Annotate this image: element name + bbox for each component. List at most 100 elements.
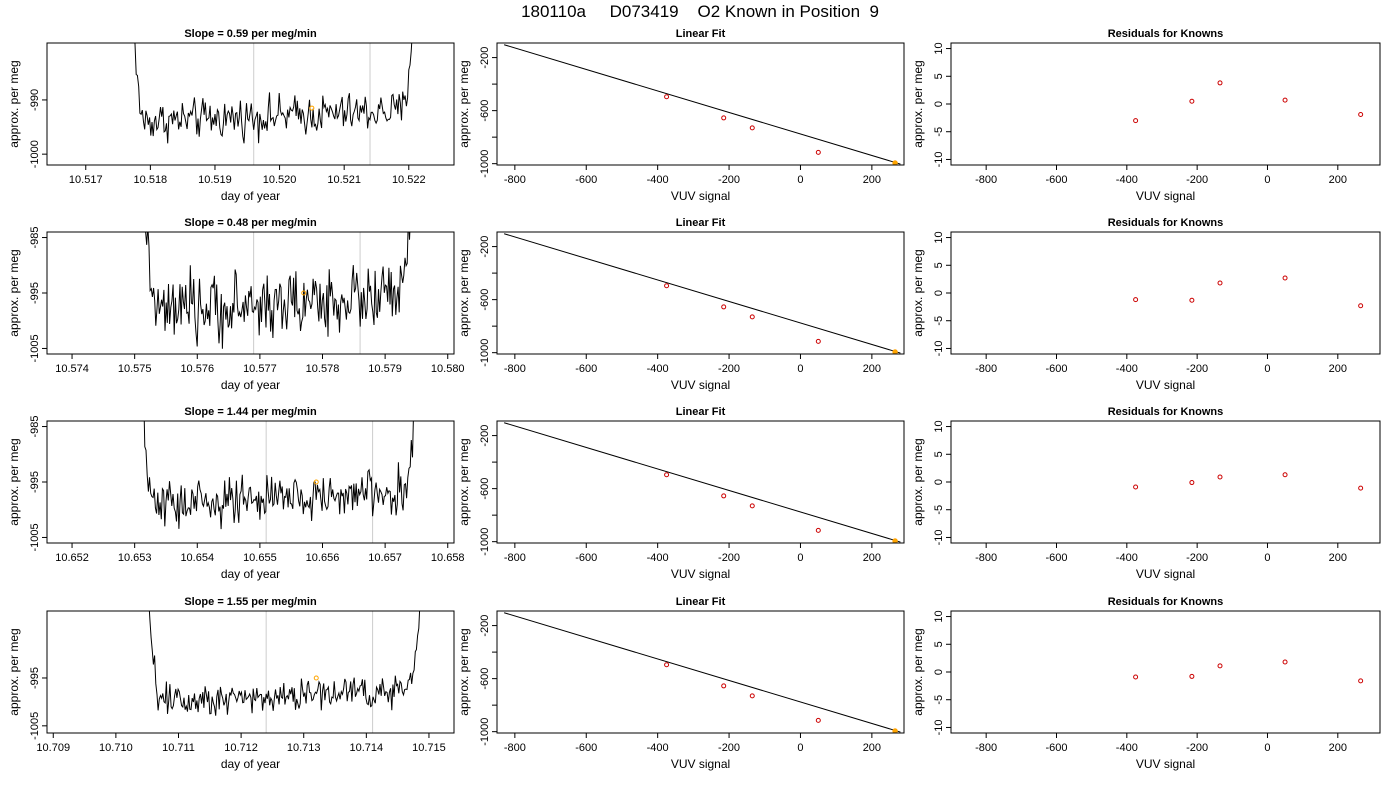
y-tick-label: 10 <box>933 231 945 243</box>
x-tick-label: 200 <box>863 742 881 754</box>
plot-frame <box>46 231 455 355</box>
y-axis-label: approx. per meg <box>7 60 21 147</box>
highlight-point <box>892 349 898 354</box>
data-point <box>664 283 670 289</box>
x-tick-label: 0 <box>797 552 803 564</box>
plot-area <box>148 611 421 733</box>
data-point <box>1358 485 1364 491</box>
x-tick-label: 10.711 <box>162 742 195 754</box>
x-tick-label: 10.712 <box>224 742 258 754</box>
x-tick-label: 0 <box>1264 174 1270 186</box>
highlight-point <box>892 728 898 733</box>
y-axis-label: approx. per meg <box>911 438 925 525</box>
data-point <box>1358 112 1364 118</box>
panel-title: Slope = 1.44 per meg/min <box>184 406 317 418</box>
x-tick-label: 10.580 <box>431 363 465 375</box>
x-tick-label: -200 <box>718 363 740 375</box>
panel-title: Residuals for Knowns <box>1108 28 1224 40</box>
data-point <box>1282 659 1288 665</box>
y-axis-label: approx. per meg <box>457 628 471 715</box>
x-axis-label: day of year <box>221 378 280 392</box>
y-axis-label: approx. per meg <box>457 60 471 147</box>
fit-line <box>503 612 901 733</box>
y-tick-label: -5 <box>933 695 945 705</box>
x-axis-label: VUV signal <box>671 757 730 771</box>
x-tick-label: 10.656 <box>306 552 340 564</box>
x-tick-label: 200 <box>1329 174 1347 186</box>
panel-title: Residuals for Knowns <box>1108 217 1224 229</box>
x-tick-label: 10.518 <box>134 174 168 186</box>
x-tick-label: 200 <box>1329 363 1347 375</box>
x-tick-label: 10.655 <box>243 552 277 564</box>
x-tick-label: 10.579 <box>368 363 402 375</box>
plot-area <box>503 612 901 733</box>
mean-marker <box>313 675 319 681</box>
x-tick-label: 10.578 <box>306 363 340 375</box>
x-axis-label: day of year <box>221 757 280 771</box>
y-axis-label: approx. per meg <box>7 438 21 525</box>
x-tick-label: 10.658 <box>431 552 465 564</box>
panel-title: Linear Fit <box>676 217 726 229</box>
data-point <box>721 115 727 121</box>
x-tick-label: -200 <box>1186 363 1208 375</box>
x-axis-label: VUV signal <box>671 567 730 581</box>
x-tick-label: 0 <box>1264 363 1270 375</box>
signal-line <box>143 421 414 530</box>
y-tick-label: -990 <box>29 89 41 111</box>
plot-frame <box>46 610 455 734</box>
plot-frame <box>496 420 905 544</box>
y-tick-label: -1000 <box>29 140 41 168</box>
x-tick-label: 0 <box>797 363 803 375</box>
x-tick-label: 10.652 <box>55 552 89 564</box>
y-tick-label: -995 <box>29 471 41 493</box>
data-point <box>1358 678 1364 684</box>
y-tick-label: 0 <box>933 479 945 485</box>
panel-line-r0c0: Slope = 0.59 per meg/min 10.517 10.518 10.5… <box>7 28 455 203</box>
panel-scatter-r3c1: Linear Fit -800 -600 -400 -200 0 200 -1000 -600 -… <box>457 596 905 771</box>
y-tick-label: -10 <box>933 152 945 168</box>
data-point <box>815 717 821 723</box>
y-tick-label: 5 <box>933 262 945 268</box>
data-point <box>749 693 755 699</box>
y-tick-label: -200 <box>479 236 491 258</box>
x-tick-label: -200 <box>1186 552 1208 564</box>
y-tick-label: -10 <box>933 341 945 357</box>
plot-frame <box>496 610 905 734</box>
y-tick-label: 10 <box>933 42 945 54</box>
x-tick-label: 10.709 <box>36 742 70 754</box>
plot-area <box>1133 659 1364 684</box>
x-tick-label: -800 <box>504 742 526 754</box>
y-tick-label: -985 <box>29 227 41 249</box>
panel-scatter-r1c2: Residuals for Knowns -800 -600 -400 -200 0 200… <box>911 217 1381 392</box>
y-tick-label: 5 <box>933 73 945 79</box>
data-point <box>664 472 670 478</box>
panel-title: Residuals for Knowns <box>1108 596 1224 608</box>
y-tick-label: -5 <box>933 316 945 326</box>
panel-scatter-r0c1: Linear Fit -800 -600 -400 -200 0 200 -1000 -600 -… <box>457 28 905 203</box>
plot-frame <box>950 420 1381 544</box>
y-tick-label: 5 <box>933 641 945 647</box>
panel-title: Linear Fit <box>676 406 726 418</box>
y-tick-label: -600 <box>479 289 491 311</box>
panel-scatter-r0c2: Residuals for Knowns -800 -600 -400 -200 0 200… <box>911 28 1381 203</box>
x-tick-label: 10.520 <box>263 174 297 186</box>
x-tick-label: -800 <box>975 363 997 375</box>
panel-line-r3c0: Slope = 1.55 per meg/min 10.709 10.710 10.7… <box>7 596 455 771</box>
panel-title: Slope = 0.48 per meg/min <box>184 217 317 229</box>
x-tick-label: -200 <box>718 552 740 564</box>
x-tick-label: 10.521 <box>327 174 361 186</box>
x-axis-label: day of year <box>221 567 280 581</box>
x-tick-label: 10.577 <box>243 363 277 375</box>
x-tick-label: -400 <box>647 742 669 754</box>
x-tick-label: 10.654 <box>180 552 214 564</box>
y-tick-label: -995 <box>29 667 41 689</box>
y-tick-label: -1005 <box>29 334 41 362</box>
y-tick-label: -200 <box>479 47 491 69</box>
x-tick-label: 10.715 <box>412 742 446 754</box>
data-point <box>1189 480 1195 486</box>
data-point <box>815 527 821 533</box>
x-axis-label: VUV signal <box>1136 567 1195 581</box>
fit-line <box>503 44 901 165</box>
x-tick-label: 200 <box>863 363 881 375</box>
